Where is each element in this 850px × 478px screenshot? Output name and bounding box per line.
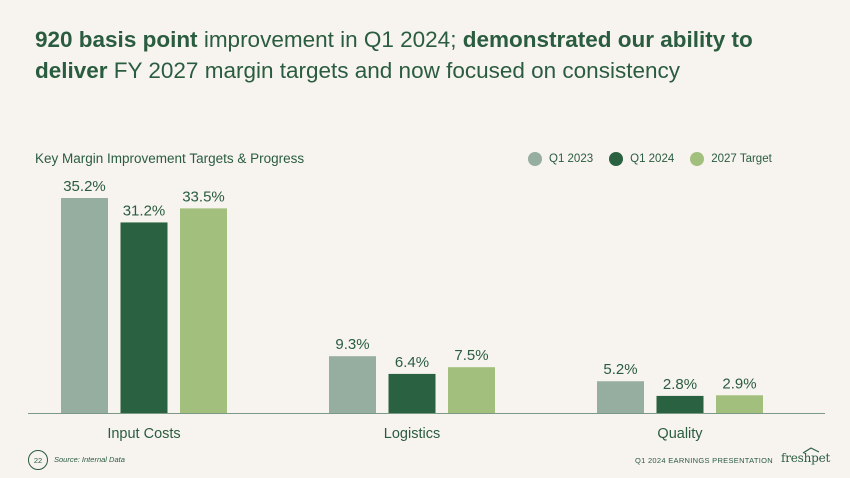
source-note: Source: Internal Data [54, 455, 125, 464]
data-label: 5.2% [603, 361, 637, 378]
data-label: 2.9% [722, 375, 756, 392]
legend-label-2027-target: 2027 Target [711, 153, 772, 165]
legend-label-q1-2023: Q1 2023 [549, 153, 594, 165]
legend-label-q1-2024: Q1 2024 [630, 153, 675, 165]
headline-text-2: FY 2027 margin targets and now focused o… [107, 58, 680, 83]
logo-roof-icon [802, 447, 820, 454]
headline: 920 basis point improvement in Q1 2024; … [35, 24, 815, 86]
legend-item-q1-2024: Q1 2024 [609, 152, 674, 166]
bar-logistics-q1-2024 [388, 373, 436, 413]
data-label: 2.8% [663, 376, 697, 393]
chart-legend: Q1 2023 Q1 2024 2027 Target [528, 152, 788, 166]
logo-wordmark: freshpet [781, 451, 831, 465]
data-label: 9.3% [335, 336, 369, 353]
data-label: 7.5% [454, 347, 488, 364]
legend-swatch-q1-2023 [528, 152, 542, 166]
headline-bold-1: 920 basis point [35, 27, 198, 52]
legend-item-q1-2023: Q1 2023 [528, 152, 593, 166]
bar-input-costs-q1-2024 [120, 222, 168, 413]
data-label: 31.2% [123, 202, 166, 219]
bar-input-costs-2027-target [180, 208, 227, 413]
bar-logistics-q1-2023 [329, 356, 376, 413]
presentation-title: Q1 2024 EARNINGS PRESENTATION [634, 456, 773, 465]
data-label: 6.4% [395, 354, 429, 371]
data-label: 35.2% [63, 178, 106, 195]
freshpet-logo: freshpet [781, 446, 831, 468]
bar-input-costs-q1-2023 [61, 198, 108, 413]
legend-swatch-2027-target [690, 152, 705, 166]
chart-title: Key Margin Improvement Targets & Progres… [35, 151, 305, 166]
bar-quality-q1-2024 [656, 395, 704, 413]
data-label: 33.5% [182, 188, 225, 205]
page-number: 22 [28, 450, 48, 470]
bar-logistics-2027-target [448, 367, 495, 413]
headline-text-1: improvement in Q1 2024; [197, 27, 463, 52]
headline-bold-2: demonstrated our ability to deliver [35, 27, 753, 83]
category-label: Logistics [384, 426, 440, 442]
legend-item-2027-target: 2027 Target [690, 152, 772, 166]
bar-quality-2027-target [716, 395, 763, 413]
legend-swatch-q1-2024 [609, 152, 624, 166]
category-label: Input Costs [107, 426, 180, 442]
bar-quality-q1-2023 [597, 381, 644, 413]
category-label: Quality [657, 426, 703, 442]
